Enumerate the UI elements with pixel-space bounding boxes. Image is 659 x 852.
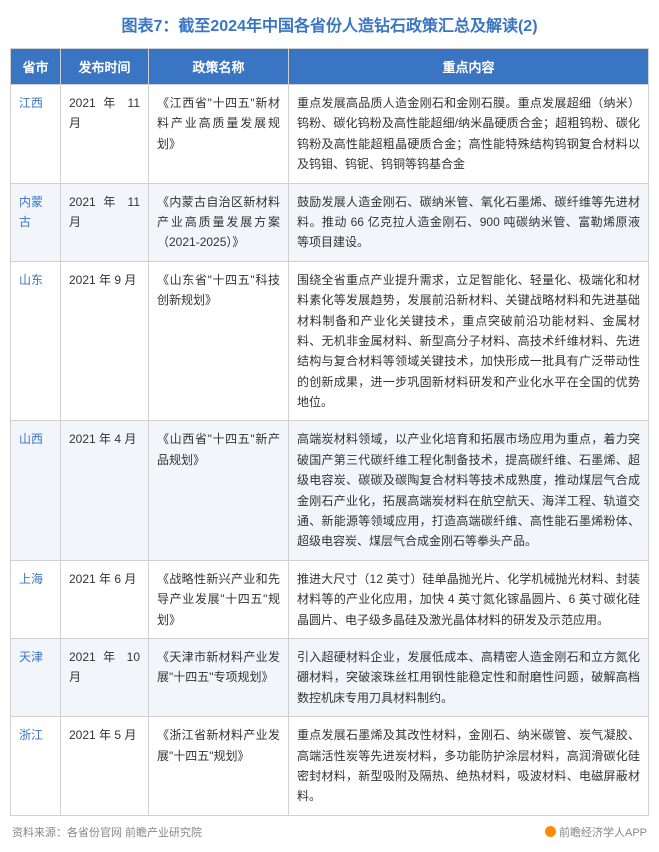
table-row: 浙江2021 年 5 月《浙江省新材料产业发展"十四五"规划》重点发展石墨烯及其…: [11, 717, 649, 816]
chart-title: 图表7：截至2024年中国各省份人造钻石政策汇总及解读(2): [10, 12, 649, 36]
table-header-row: 省市 发布时间 政策名称 重点内容: [11, 49, 649, 85]
table-row: 上海2021 年 6 月《战略性新兴产业和先导产业发展"十四五"规划》推进大尺寸…: [11, 560, 649, 638]
footer-brand: 前瞻经济学人APP: [545, 824, 647, 840]
cell-content: 引入超硬材料企业，发展低成本、高精密人造金刚石和立方氮化硼材料，突破滚珠丝杠用钢…: [289, 638, 649, 716]
brand-logo-icon: [545, 826, 556, 837]
cell-date: 2021 年 10 月: [61, 638, 149, 716]
col-header-province: 省市: [11, 49, 61, 85]
table-row: 江西2021 年 11 月《江西省"十四五"新材料产业高质量发展规划》重点发展高…: [11, 85, 649, 184]
footer-source: 资料来源：各省份官网 前瞻产业研究院: [12, 824, 202, 840]
cell-policy: 《山东省"十四五"科技创新规划》: [149, 261, 289, 421]
cell-content: 推进大尺寸（12 英寸）硅单晶抛光片、化学机械抛光材料、封装材料等的产业化应用，…: [289, 560, 649, 638]
table-row: 山东2021 年 9 月《山东省"十四五"科技创新规划》围绕全省重点产业提升需求…: [11, 261, 649, 421]
cell-content: 高端炭材料领域，以产业化培育和拓展市场应用为重点，着力突破国产第三代碳纤维工程化…: [289, 421, 649, 560]
cell-policy: 《江西省"十四五"新材料产业高质量发展规划》: [149, 85, 289, 184]
col-header-date: 发布时间: [61, 49, 149, 85]
footer-brand-text: 前瞻经济学人APP: [559, 827, 647, 839]
cell-policy: 《浙江省新材料产业发展"十四五"规划》: [149, 717, 289, 816]
col-header-content: 重点内容: [289, 49, 649, 85]
table-row: 天津2021 年 10 月《天津市新材料产业发展"十四五"专项规划》引入超硬材料…: [11, 638, 649, 716]
cell-province: 天津: [11, 638, 61, 716]
cell-province: 江西: [11, 85, 61, 184]
cell-date: 2021 年 5 月: [61, 717, 149, 816]
cell-date: 2021 年 11 月: [61, 85, 149, 184]
cell-province: 山东: [11, 261, 61, 421]
footer: 资料来源：各省份官网 前瞻产业研究院 前瞻经济学人APP: [10, 824, 649, 840]
cell-content: 重点发展高品质人造金刚石和金刚石膜。重点发展超细（纳米）钨粉、碳化钨粉及高性能超…: [289, 85, 649, 184]
cell-date: 2021 年 11 月: [61, 183, 149, 261]
cell-province: 内蒙古: [11, 183, 61, 261]
table-row: 山西2021 年 4 月《山西省"十四五"新产品规划》高端炭材料领域，以产业化培…: [11, 421, 649, 560]
cell-date: 2021 年 6 月: [61, 560, 149, 638]
cell-policy: 《山西省"十四五"新产品规划》: [149, 421, 289, 560]
cell-province: 上海: [11, 560, 61, 638]
cell-province: 山西: [11, 421, 61, 560]
cell-content: 重点发展石墨烯及其改性材料，金刚石、纳米碳管、炭气凝胶、高端活性炭等先进炭材料，…: [289, 717, 649, 816]
cell-date: 2021 年 9 月: [61, 261, 149, 421]
cell-content: 鼓励发展人造金刚石、碳纳米管、氧化石墨烯、碳纤维等先进材料。推动 66 亿克拉人…: [289, 183, 649, 261]
cell-date: 2021 年 4 月: [61, 421, 149, 560]
cell-province: 浙江: [11, 717, 61, 816]
cell-content: 围绕全省重点产业提升需求，立足智能化、轻量化、极端化和材料素化等发展趋势，发展前…: [289, 261, 649, 421]
col-header-policy: 政策名称: [149, 49, 289, 85]
cell-policy: 《内蒙古自治区新材料产业高质量发展方案（2021-2025）》: [149, 183, 289, 261]
cell-policy: 《天津市新材料产业发展"十四五"专项规划》: [149, 638, 289, 716]
table-row: 内蒙古2021 年 11 月《内蒙古自治区新材料产业高质量发展方案（2021-2…: [11, 183, 649, 261]
policy-table: 省市 发布时间 政策名称 重点内容 江西2021 年 11 月《江西省"十四五"…: [10, 48, 649, 816]
cell-policy: 《战略性新兴产业和先导产业发展"十四五"规划》: [149, 560, 289, 638]
